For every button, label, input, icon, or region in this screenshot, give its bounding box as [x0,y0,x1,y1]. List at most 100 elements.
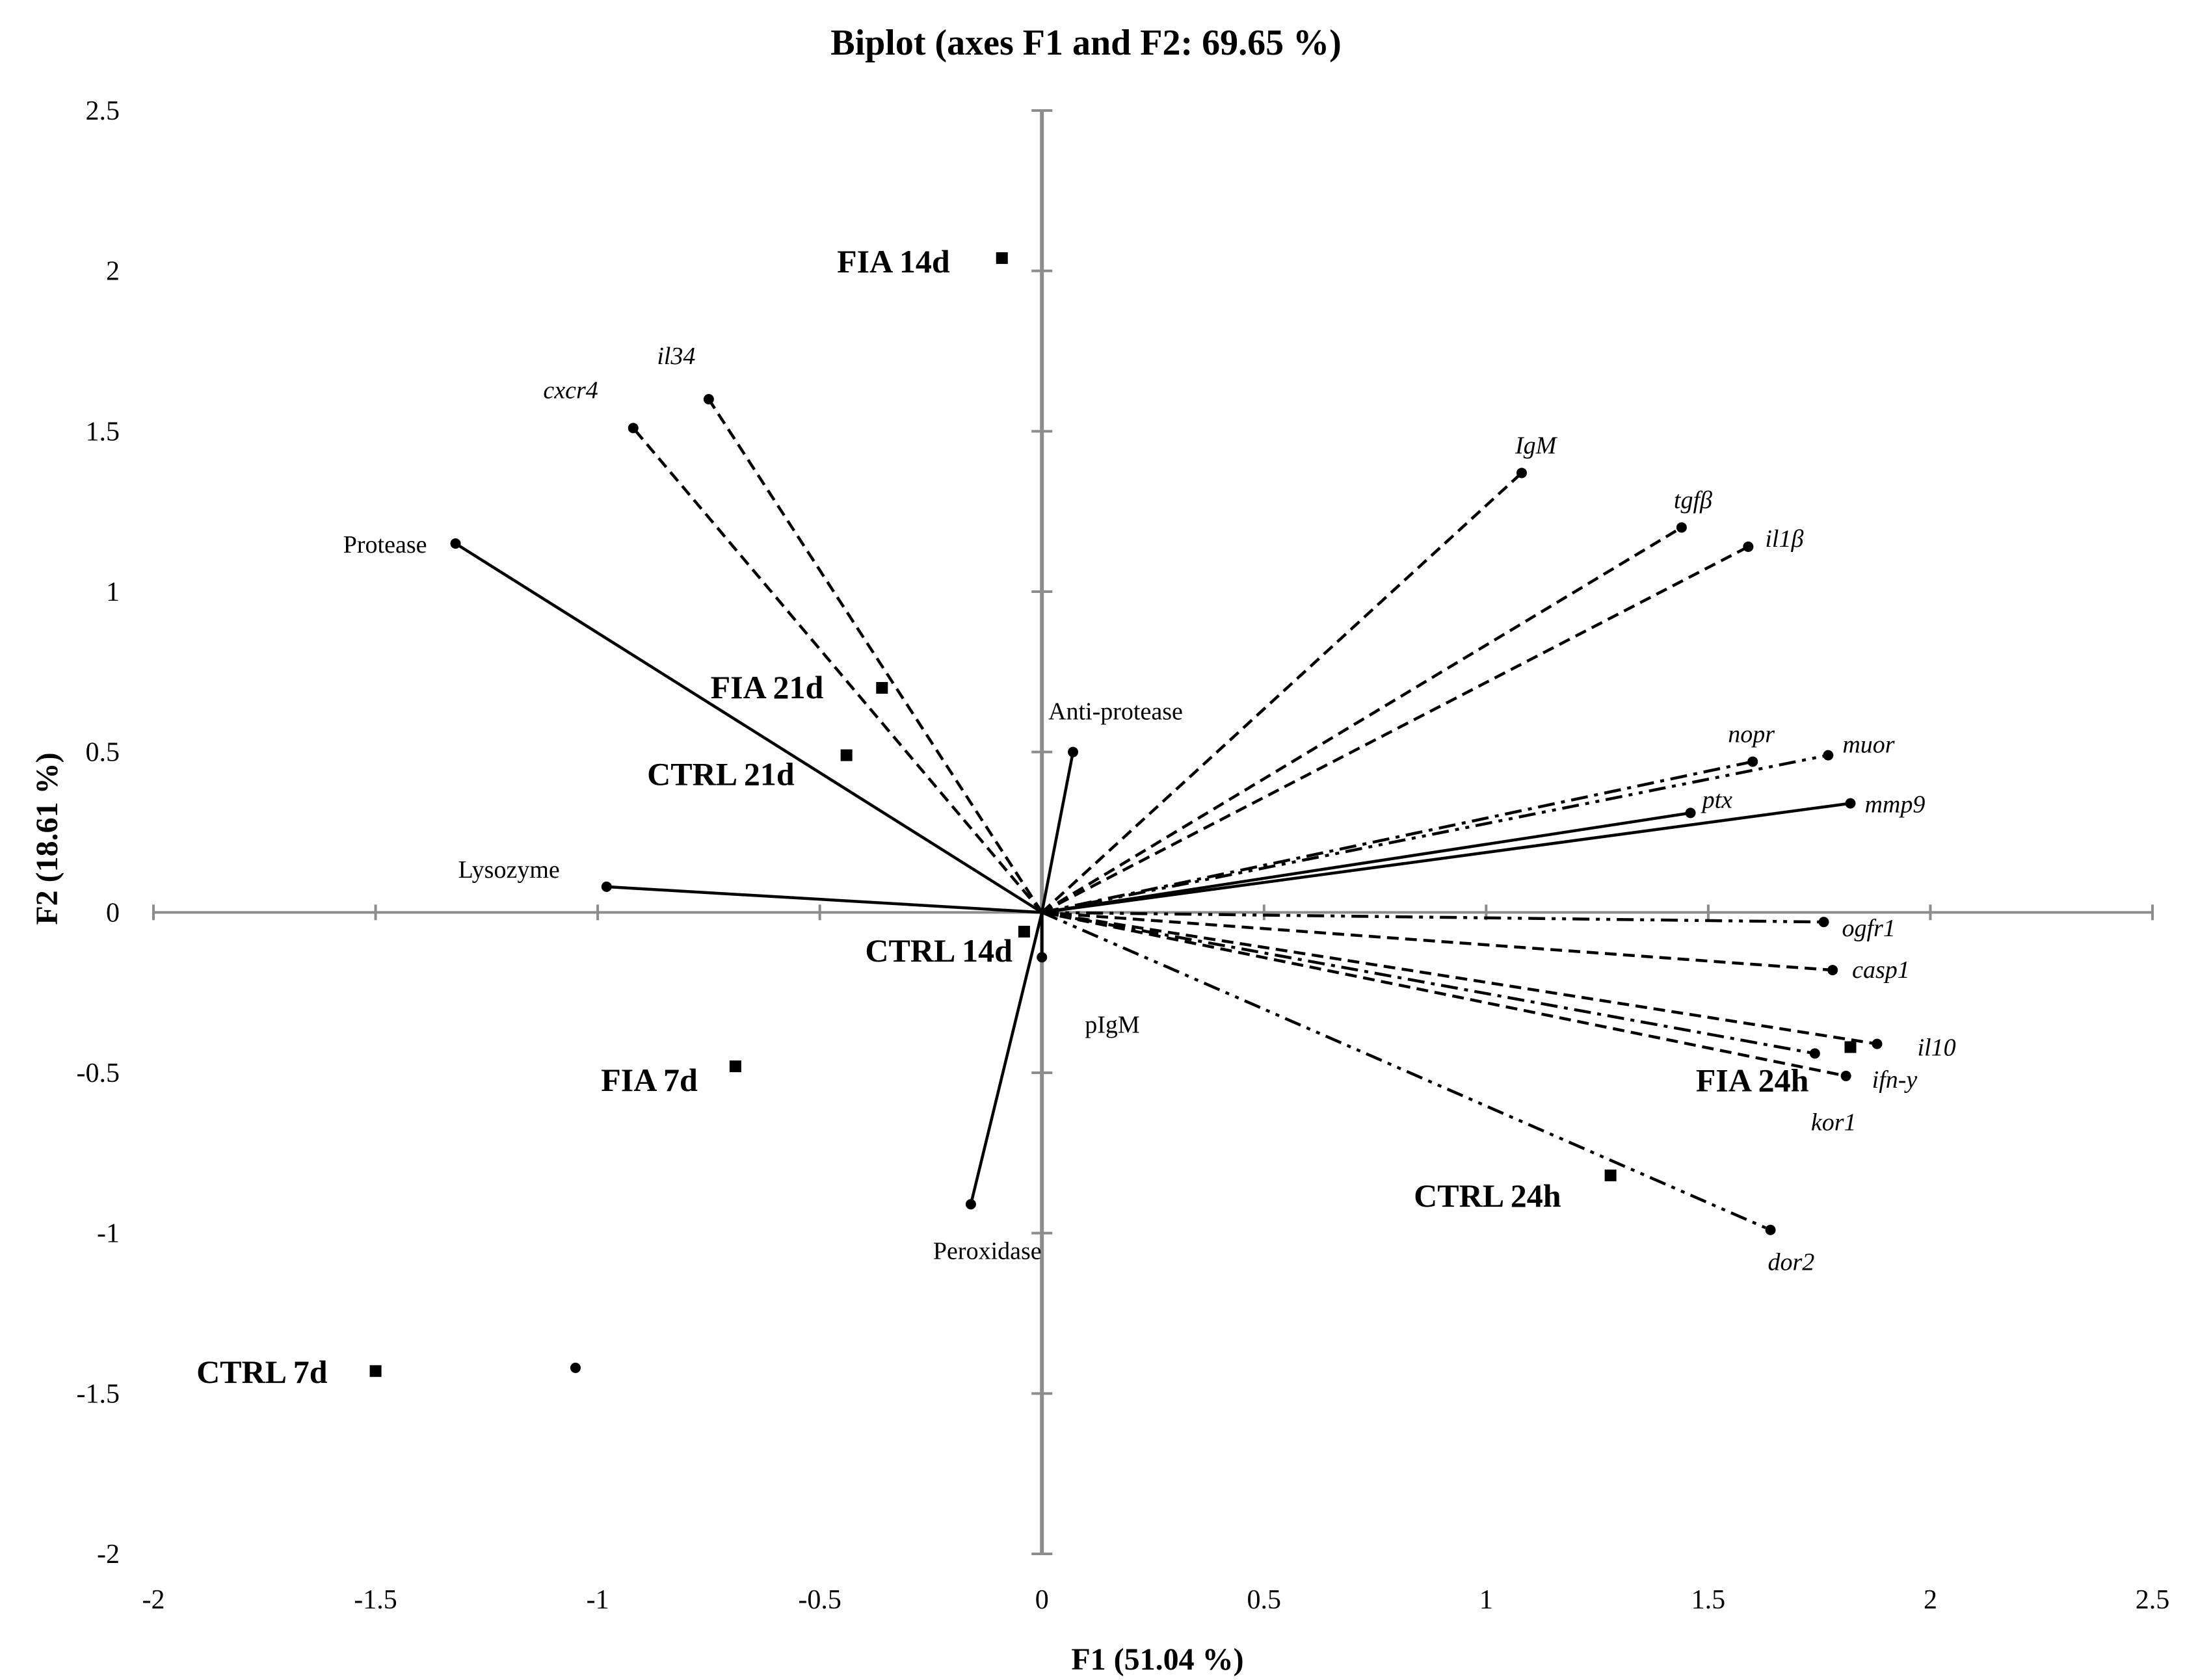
x-tick-label: 1 [1479,1585,1493,1615]
y-tick-label: -2 [97,1540,120,1569]
observation-label-FIA-24h: FIA 24h [1696,1062,1809,1099]
x-tick-label: 0.5 [1247,1585,1282,1615]
y-tick-label: -0.5 [77,1058,120,1088]
vector-label-muor: muor [1842,731,1894,759]
vector-label-nopr: nopr [1728,720,1775,748]
observation-marker-FIA-7d [729,1060,741,1073]
vector-label-ifn-y: ifn-y [1872,1066,1918,1094]
vector-point-Anti-protease [1068,746,1079,757]
vector-label-Protease: Protease [343,531,427,558]
y-tick-label: 0.5 [86,738,120,768]
x-tick-label: 1.5 [1691,1585,1726,1615]
vector-point-tgfβ [1676,522,1687,533]
vector-point-casp1 [1827,965,1838,976]
y-tick-label: 2.5 [86,96,120,126]
vector-mmp9 [1041,802,1851,914]
vector-Peroxidase [969,912,1044,1205]
x-axis-title: F1 (51.04 %) [1071,1642,1243,1677]
vector-Lysozyme [606,885,1042,914]
observation-marker-FIA-21d [876,682,888,694]
vector-point-cxcr4 [628,423,639,434]
observation-label-CTRL-24h: CTRL 24h [1414,1177,1561,1214]
vector-cxcr4 [632,427,1043,913]
vector-label-Peroxidase: Peroxidase [933,1237,1042,1265]
vector-point-mmp9 [1845,798,1856,809]
observation-marker-CTRL-21d [840,749,853,761]
vector-kor1 [1041,911,1816,1055]
vector-label-Anti-protease: Anti-protease [1048,698,1183,726]
x-tick-label: 0 [1035,1585,1049,1615]
vector-label-ptx: ptx [1701,786,1733,813]
vector-nopr [1041,760,1753,914]
observation-label-CTRL-21d: CTRL 21d [647,756,795,793]
x-tick-label: 2 [1924,1585,1937,1615]
vector-label-mmp9: mmp9 [1864,791,1925,819]
vector-Protease [455,542,1043,914]
y-tick-label: 1 [106,577,120,607]
y-tick-label: -1 [97,1219,120,1249]
observation-label-FIA-7d: FIA 7d [601,1062,698,1098]
vector-point-ogfr1 [1818,917,1829,928]
vector-label-il1β: il1β [1765,525,1803,553]
vector-dor2 [1041,911,1771,1231]
vector-point-Protease [450,538,461,549]
vector-point-pIgM [1037,952,1048,963]
vector-Anti-protease [1040,752,1075,913]
observation-marker-FIA-14d [996,252,1008,264]
vector-tgfβ [1041,526,1683,914]
vector-label-IgM: IgM [1515,432,1558,459]
vector-point-IgM [1516,467,1527,479]
y-axis-title: F2 (18.61 %) [30,752,64,925]
y-tick-label: 1.5 [86,417,120,447]
x-tick-label: 2.5 [2136,1585,2170,1615]
y-tick-label: -1.5 [77,1379,120,1409]
vector-label-tgfβ: tgfβ [1674,486,1712,514]
axes [152,109,2154,1555]
vector-label-il34: il34 [657,343,695,370]
y-tick-label: 2 [106,257,120,287]
vector-casp1 [1042,911,1833,972]
y-tick-label: 0 [106,898,120,928]
extra-point [570,1362,581,1373]
vector-point-nopr [1747,756,1758,767]
vector-label-il10: il10 [1917,1034,1955,1062]
observation-marker-CTRL-7d [369,1365,382,1377]
vector-point-il10 [1872,1038,1883,1049]
vector-label-dor2: dor2 [1768,1249,1815,1276]
vector-point-dor2 [1765,1224,1776,1235]
vector-ifn-y [1041,911,1847,1078]
vector-point-Lysozyme [601,881,612,892]
variable-vectors: il34 cxcr4 Protease Lysozyme Anti-protease pI… [343,343,1956,1373]
vector-label-ogfr1: ogfr1 [1842,915,1895,942]
vector-label-casp1: casp1 [1852,956,1910,984]
vector-point-Peroxidase [965,1199,976,1210]
tick-labels: -2 -1.5 -1 -0.5 0 0.5 1 1.5 2 2.5 2.5 2 1.5 1 0.5 0 -0.5… [77,96,2170,1615]
vector-point-il1β [1743,541,1754,552]
observation-label-CTRL-7d: CTRL 7d [196,1354,328,1390]
vector-point-ifn-y [1840,1070,1851,1081]
vector-label-Lysozyme: Lysozyme [458,856,560,884]
observation-points: FIA 14d FIA 21d CTRL 21d CTRL 14d FIA 7d CTRL… [196,243,1857,1390]
vector-label-kor1: kor1 [1811,1109,1857,1136]
x-tick-label: -1 [587,1585,609,1615]
x-tick-label: -0.5 [798,1585,841,1615]
vector-point-kor1 [1809,1048,1820,1059]
vector-point-ptx [1685,807,1696,819]
vector-IgM [1040,471,1523,913]
vector-muor [1041,754,1829,914]
vector-label-cxcr4: cxcr4 [543,376,598,404]
vector-ogfr1 [1042,911,1824,924]
observation-marker-FIA-24h [1844,1041,1857,1053]
vector-il10 [1041,911,1877,1045]
observation-marker-CTRL-24h [1604,1169,1617,1181]
vector-il1β [1041,545,1749,914]
vector-point-il34 [703,394,714,404]
observation-label-FIA-21d: FIA 21d [711,669,824,705]
chart-title: Biplot (axes F1 and F2: 69.65 %) [830,23,1342,63]
vector-ptx [1041,811,1691,914]
vector-point-muor [1823,750,1834,761]
x-tick-label: -1.5 [354,1585,397,1615]
observation-label-CTRL-14d: CTRL 14d [865,932,1013,969]
observation-label-FIA-14d: FIA 14d [837,243,950,280]
